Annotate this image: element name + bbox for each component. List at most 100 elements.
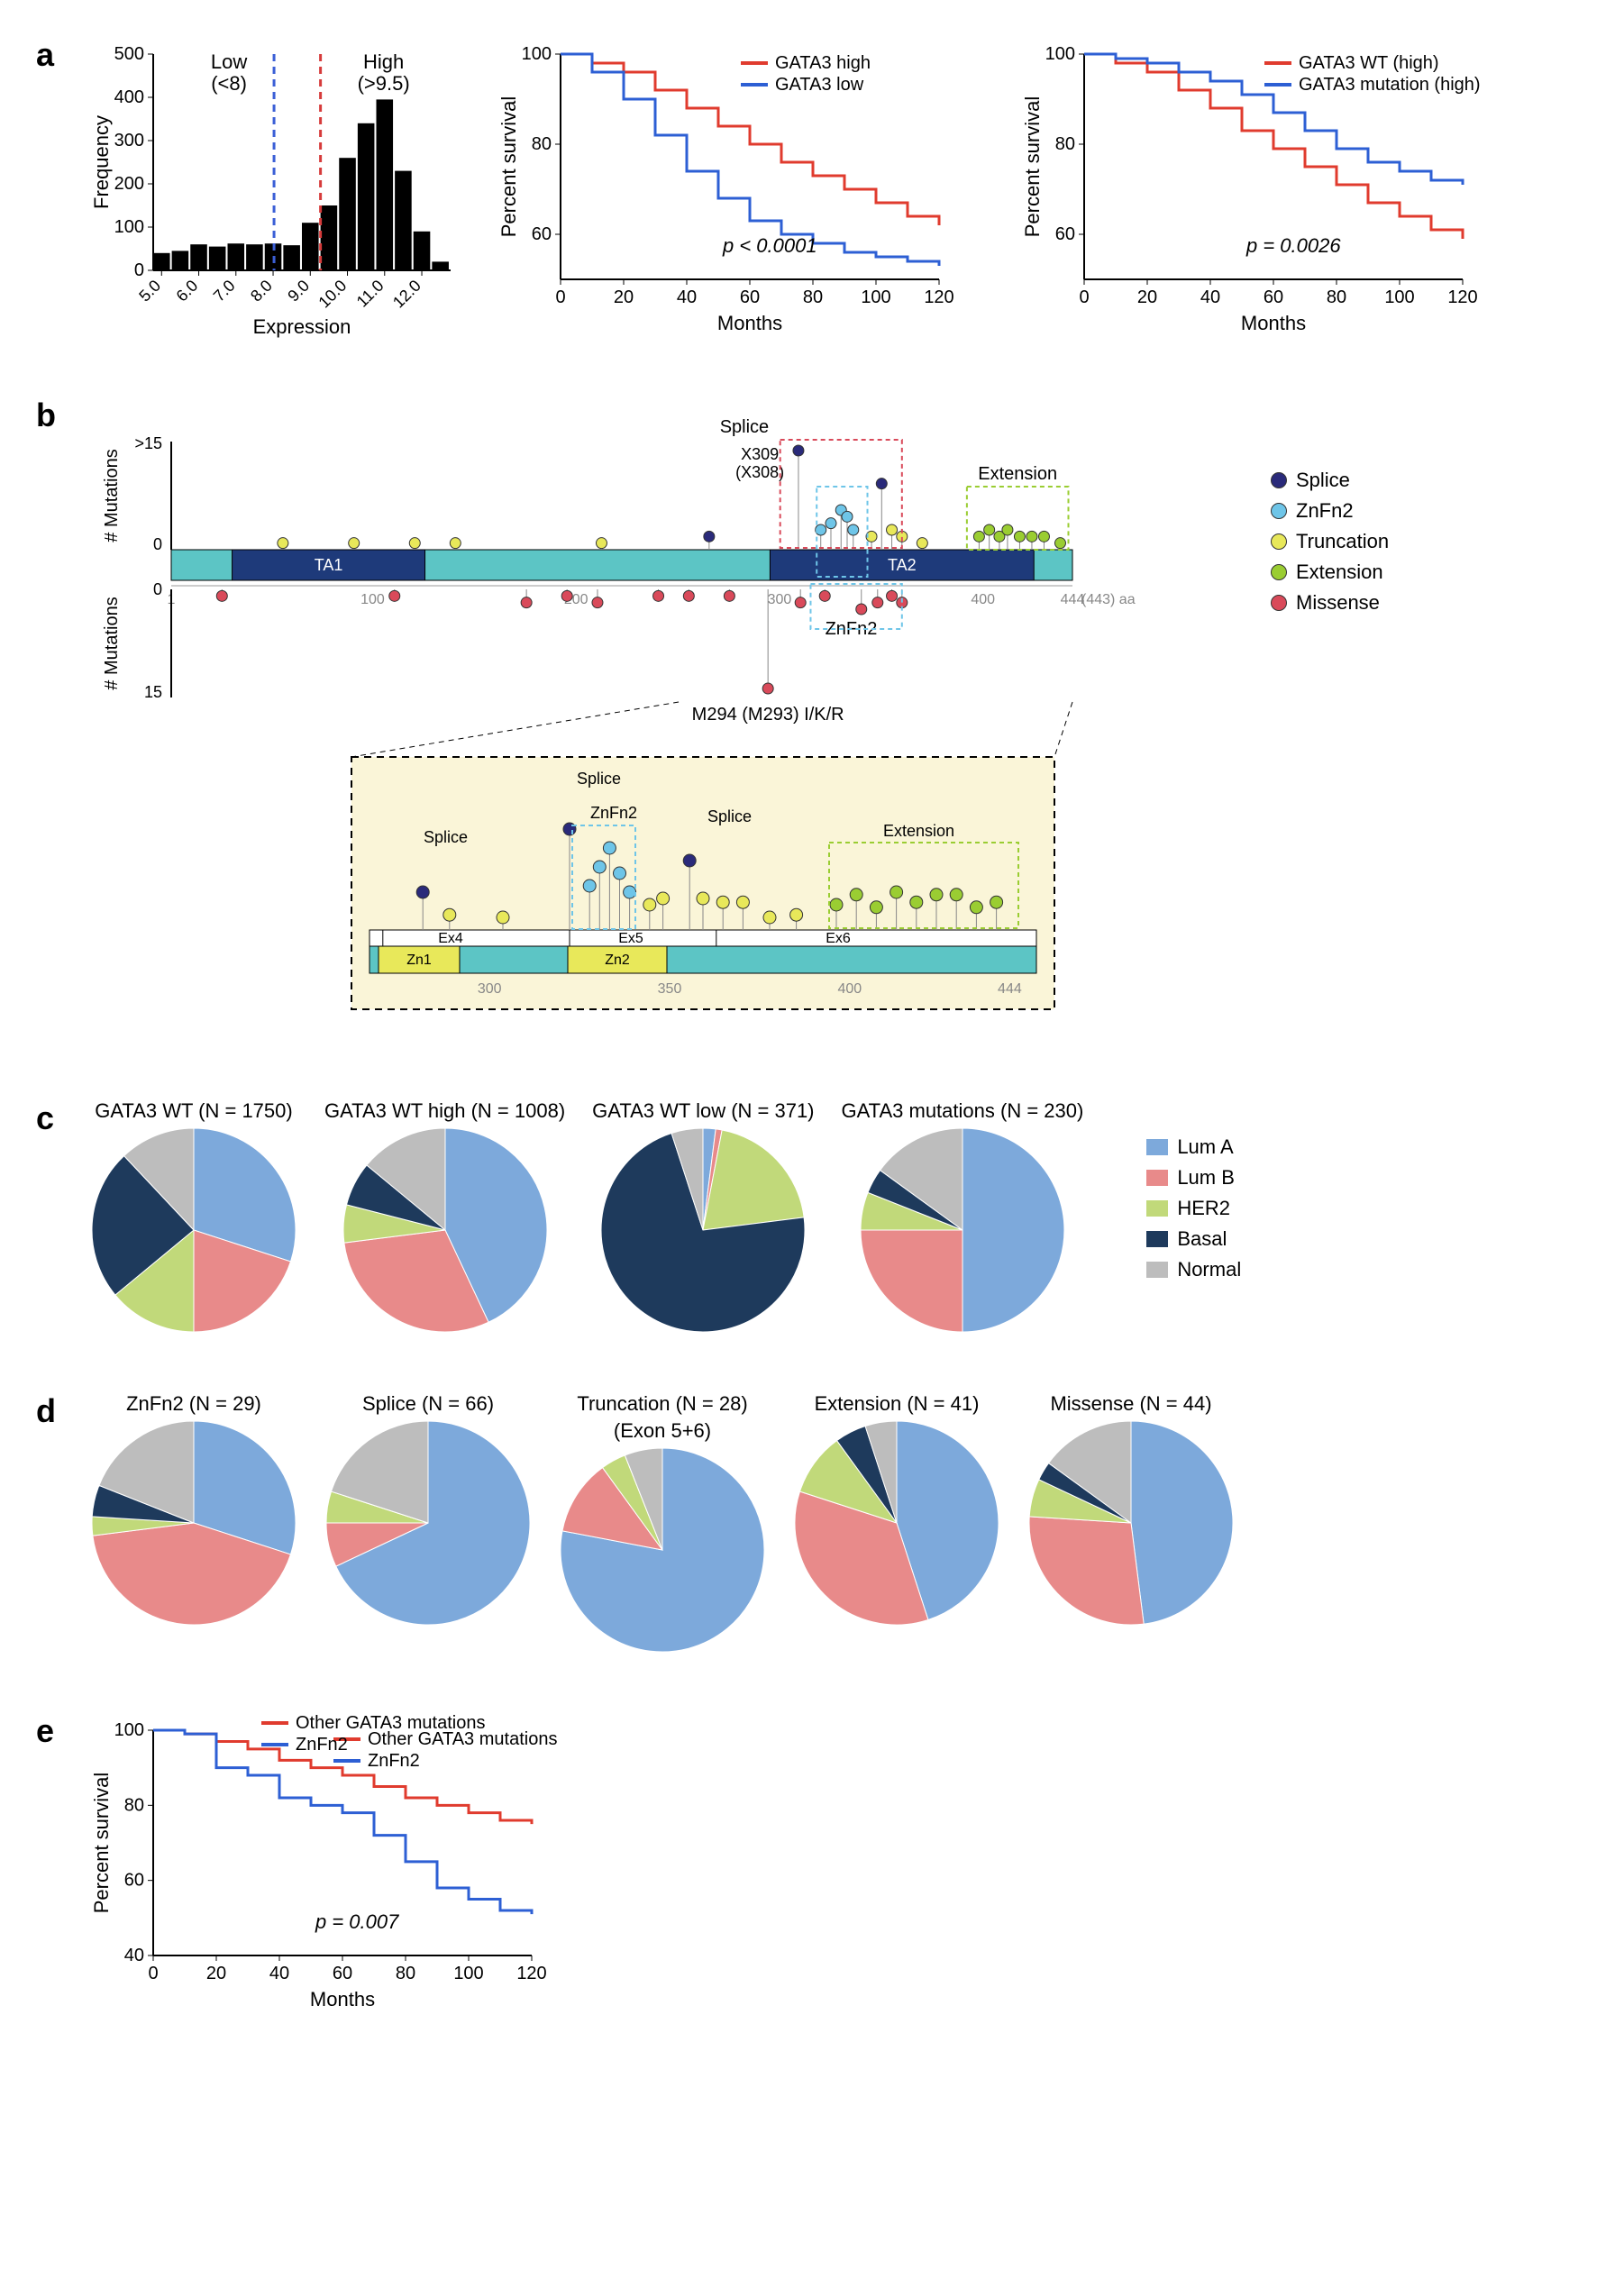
legend-label: Basal bbox=[1177, 1227, 1227, 1251]
svg-text:Frequency: Frequency bbox=[90, 115, 113, 209]
svg-text:60: 60 bbox=[333, 1964, 352, 1983]
svg-text:300: 300 bbox=[114, 131, 143, 150]
legend-swatch bbox=[1146, 1139, 1168, 1155]
svg-text:100: 100 bbox=[360, 592, 385, 607]
pie-block: GATA3 mutations (N = 230) bbox=[842, 1099, 1084, 1338]
svg-text:20: 20 bbox=[206, 1964, 226, 1983]
svg-text:(443) aa: (443) aa bbox=[1081, 592, 1136, 607]
legend-dot bbox=[1271, 564, 1287, 580]
legend-swatch bbox=[1146, 1200, 1168, 1217]
panel-label-a: a bbox=[36, 36, 54, 73]
legend-dot bbox=[1271, 595, 1287, 611]
svg-text:p = 0.007: p = 0.007 bbox=[315, 1910, 399, 1933]
svg-text:7.0: 7.0 bbox=[209, 277, 238, 305]
pie-title: GATA3 WT low (N = 371) bbox=[592, 1099, 814, 1123]
legend-label: Splice bbox=[1296, 469, 1350, 492]
svg-text:0: 0 bbox=[148, 1964, 158, 1983]
svg-text:12.0: 12.0 bbox=[388, 277, 424, 312]
svg-text:TA1: TA1 bbox=[315, 556, 343, 574]
svg-text:Splice: Splice bbox=[707, 807, 752, 825]
svg-text:Months: Months bbox=[1241, 312, 1306, 334]
legend-item: Lum A bbox=[1146, 1135, 1241, 1159]
legend-dot bbox=[1271, 503, 1287, 519]
pie-title: ZnFn2 (N = 29) bbox=[90, 1392, 297, 1416]
panel-d: d ZnFn2 (N = 29) Splice (N = 66) Truncatio… bbox=[36, 1392, 1588, 1658]
svg-text:80: 80 bbox=[1327, 287, 1346, 307]
svg-text:Zn1: Zn1 bbox=[406, 953, 432, 968]
svg-text:100: 100 bbox=[862, 287, 891, 307]
svg-text:15: 15 bbox=[144, 683, 162, 701]
svg-text:High: High bbox=[363, 50, 404, 73]
legend-item: Lum B bbox=[1146, 1166, 1241, 1190]
legend-label: HER2 bbox=[1177, 1197, 1230, 1220]
panel-label-d: d bbox=[36, 1392, 56, 1429]
svg-text:Extension: Extension bbox=[978, 464, 1057, 484]
svg-text:100: 100 bbox=[114, 1720, 144, 1740]
svg-text:Ex6: Ex6 bbox=[826, 931, 851, 946]
svg-text:X309: X309 bbox=[741, 445, 779, 463]
pie-title: Extension (N = 41) bbox=[793, 1392, 1000, 1416]
svg-text:20: 20 bbox=[1137, 287, 1157, 307]
pie-title: GATA3 WT (N = 1750) bbox=[90, 1099, 297, 1123]
svg-text:300: 300 bbox=[478, 981, 502, 997]
svg-text:9.0: 9.0 bbox=[284, 277, 313, 305]
svg-text:Months: Months bbox=[717, 312, 782, 334]
svg-text:444: 444 bbox=[998, 981, 1022, 997]
svg-text:60: 60 bbox=[1264, 287, 1283, 307]
panel-e: e 406080100020406080100120Other GATA3 mu… bbox=[36, 1712, 1588, 2019]
legend-dot bbox=[1271, 533, 1287, 550]
legend-item: Splice bbox=[1271, 469, 1389, 492]
svg-text:Expression: Expression bbox=[252, 315, 351, 338]
svg-text:p = 0.0026: p = 0.0026 bbox=[1245, 234, 1341, 257]
svg-text:Low: Low bbox=[210, 50, 246, 73]
svg-text:40: 40 bbox=[269, 1964, 289, 1983]
svg-text:10.0: 10.0 bbox=[315, 277, 350, 312]
svg-text:Splice: Splice bbox=[577, 770, 621, 788]
histogram-chart: 0100200300400500Low(<8)High(>9.5)5.06.07… bbox=[90, 36, 471, 342]
legend-item: ZnFn2 bbox=[1271, 499, 1389, 523]
svg-text:400: 400 bbox=[971, 592, 995, 607]
pie-title: GATA3 WT high (N = 1008) bbox=[324, 1099, 565, 1123]
svg-text:GATA3 mutation (high): GATA3 mutation (high) bbox=[1299, 75, 1481, 95]
legend-item: Extension bbox=[1271, 561, 1389, 584]
pie-block: GATA3 WT (N = 1750) bbox=[90, 1099, 297, 1338]
pie-title: Truncation (N = 28) bbox=[559, 1392, 766, 1416]
svg-text:GATA3 WT (high): GATA3 WT (high) bbox=[1299, 53, 1439, 73]
svg-text:Ex4: Ex4 bbox=[438, 931, 463, 946]
pie-block: Splice (N = 66) bbox=[324, 1392, 532, 1631]
legend-label: Lum A bbox=[1177, 1135, 1233, 1159]
pie-block: GATA3 WT low (N = 371) bbox=[592, 1099, 814, 1338]
svg-text:80: 80 bbox=[124, 1795, 144, 1815]
legend-label: Truncation bbox=[1296, 530, 1389, 553]
svg-text:120: 120 bbox=[516, 1964, 546, 1983]
svg-text:500: 500 bbox=[114, 44, 143, 64]
legend-label: ZnFn2 bbox=[1296, 499, 1354, 523]
svg-text:60: 60 bbox=[532, 224, 552, 244]
svg-text:Percent survival: Percent survival bbox=[1021, 96, 1044, 238]
svg-text:Splice: Splice bbox=[720, 417, 769, 437]
svg-text:200: 200 bbox=[114, 174, 143, 194]
svg-text:(>9.5): (>9.5) bbox=[357, 72, 409, 95]
svg-text:Percent survival: Percent survival bbox=[497, 96, 520, 238]
svg-text:ZnFn2: ZnFn2 bbox=[368, 1751, 420, 1771]
svg-text:120: 120 bbox=[1447, 287, 1477, 307]
panel-a: a 0100200300400500Low(<8)High(>9.5)5.06.… bbox=[36, 36, 1588, 342]
survival-chart-2: 6080100020406080100120GATA3 WT (high)GAT… bbox=[1021, 36, 1588, 342]
svg-text:300: 300 bbox=[768, 592, 792, 607]
svg-text:80: 80 bbox=[1055, 134, 1075, 154]
svg-text:100: 100 bbox=[114, 217, 143, 237]
pie-row-d: ZnFn2 (N = 29) Splice (N = 66) Truncation … bbox=[90, 1392, 1235, 1658]
panel-label-c: c bbox=[36, 1099, 54, 1136]
svg-text:(<8): (<8) bbox=[211, 72, 247, 95]
svg-text:60: 60 bbox=[740, 287, 760, 307]
legend-label: Extension bbox=[1296, 561, 1383, 584]
legend-swatch bbox=[1146, 1170, 1168, 1186]
svg-text:TA2: TA2 bbox=[888, 556, 917, 574]
svg-text:40: 40 bbox=[677, 287, 697, 307]
svg-text:# Mutations: # Mutations bbox=[102, 597, 122, 689]
svg-text:400: 400 bbox=[837, 981, 862, 997]
svg-text:Splice: Splice bbox=[424, 828, 468, 846]
legend-item: Truncation bbox=[1271, 530, 1389, 553]
svg-text:M294 (M293) I/K/R: M294 (M293) I/K/R bbox=[692, 705, 844, 725]
svg-text:ZnFn2: ZnFn2 bbox=[590, 804, 637, 822]
